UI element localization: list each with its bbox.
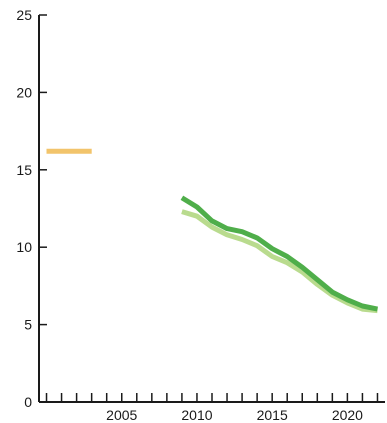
- series-line-2: [181, 209, 378, 314]
- y-tick-label: 5: [24, 317, 32, 333]
- axes: [38, 15, 385, 403]
- x-tick-label: 2020: [332, 407, 363, 423]
- x-tick-label: 2015: [257, 407, 288, 423]
- y-tick-label: 20: [16, 84, 32, 100]
- x-tick-label: 2005: [106, 407, 137, 423]
- x-axis-ticks: 2005 2010 2015 2020: [45, 393, 379, 423]
- y-tick-label: 15: [16, 162, 32, 178]
- x-tick-label: 2010: [181, 407, 212, 423]
- y-tick-label: 0: [24, 394, 32, 410]
- y-tick-label: 10: [16, 239, 32, 255]
- series-line-3: [180, 195, 379, 312]
- y-axis-ticks: 0 5 10 15 20 25: [16, 7, 47, 410]
- series-layer: [46, 148, 379, 314]
- y-tick-label: 25: [16, 7, 32, 23]
